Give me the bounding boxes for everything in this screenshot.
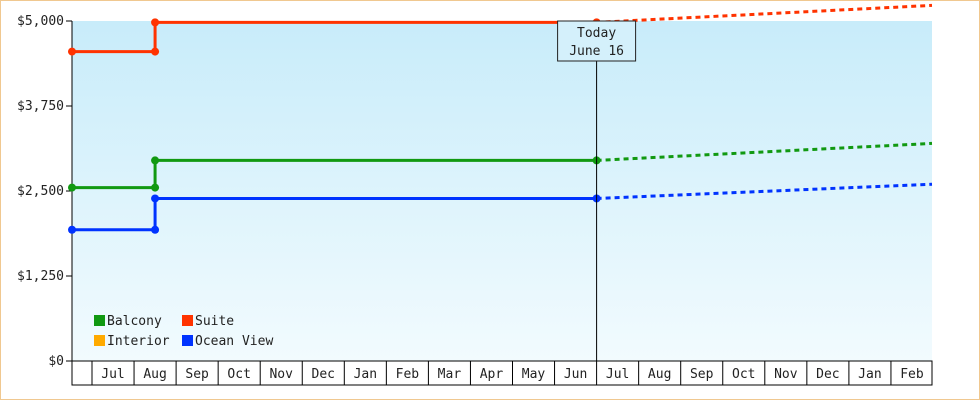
series-line-balcony [72,158,597,190]
x-tick-label: Feb [900,367,924,382]
series-layer [68,3,933,234]
x-tick-label: Jul [101,367,124,382]
y-tick-label: $2,500 [17,184,64,199]
x-tick-label: Dec [816,367,839,382]
x-tick-label: Jan [858,367,881,382]
x-tick-label: Oct [227,367,250,382]
x-tick-label: Jan [354,367,377,382]
legend-swatch-interior [94,335,105,346]
plot-area [72,21,932,361]
x-tick-label: Mar [438,367,462,382]
data-point-balcony [68,183,76,192]
data-point-balcony [151,156,160,165]
legend: Balcony Suite Interior Ocean View [94,314,273,349]
data-point-ocean-view [68,225,76,234]
today-label-box [557,20,637,62]
data-point-ocean-view [151,225,160,234]
x-tick-label: Apr [480,367,504,382]
series-line-ocean-view [72,196,597,232]
legend-swatch-suite [182,315,193,326]
data-point-balcony [151,183,160,192]
today-date-label: June 16 [569,44,624,59]
x-tick-label: May [522,367,546,382]
series-line-suite [72,20,597,54]
x-tick-label: Aug [143,367,166,382]
x-tick-label: Sep [690,367,714,382]
legend-swatch-balcony [94,315,105,326]
x-tick-label: Nov [269,367,293,382]
forecast-line-balcony [596,141,933,162]
x-tick-label: Jun [564,367,587,382]
data-point-suite [151,18,160,27]
forecast-line-ocean-view [596,182,933,200]
axes: $0 $1,250 $2,500 $3,750 $5,000 Jul Aug Sep Oct No… [17,14,933,386]
y-tick-label: $1,250 [17,269,64,284]
x-tick-label: Nov [774,367,798,382]
x-axis-box [71,360,933,386]
forecast-line-suite [596,3,933,24]
y-tick-label: $0 [48,354,64,369]
x-tick-label: Oct [732,367,755,382]
x-tick-label: Feb [396,367,420,382]
y-tick-label: $3,750 [17,99,64,114]
today-annotation: Today June 16 [557,20,637,361]
legend-swatch-ocean-view [182,335,193,346]
today-label: Today [577,26,616,41]
x-tick-label: Dec [312,367,335,382]
legend-label-interior: Interior [107,334,170,349]
legend-label-ocean-view: Ocean View [195,334,273,349]
legend-label-suite: Suite [195,314,234,329]
x-tick-label: Aug [648,367,671,382]
x-tick-label: Sep [185,367,209,382]
data-point-suite [151,47,160,56]
y-tick-label: $5,000 [17,14,64,29]
x-tick-label: Jul [606,367,629,382]
legend-label-balcony: Balcony [107,314,162,329]
data-point-suite [68,47,76,56]
data-point-ocean-view [151,194,160,203]
